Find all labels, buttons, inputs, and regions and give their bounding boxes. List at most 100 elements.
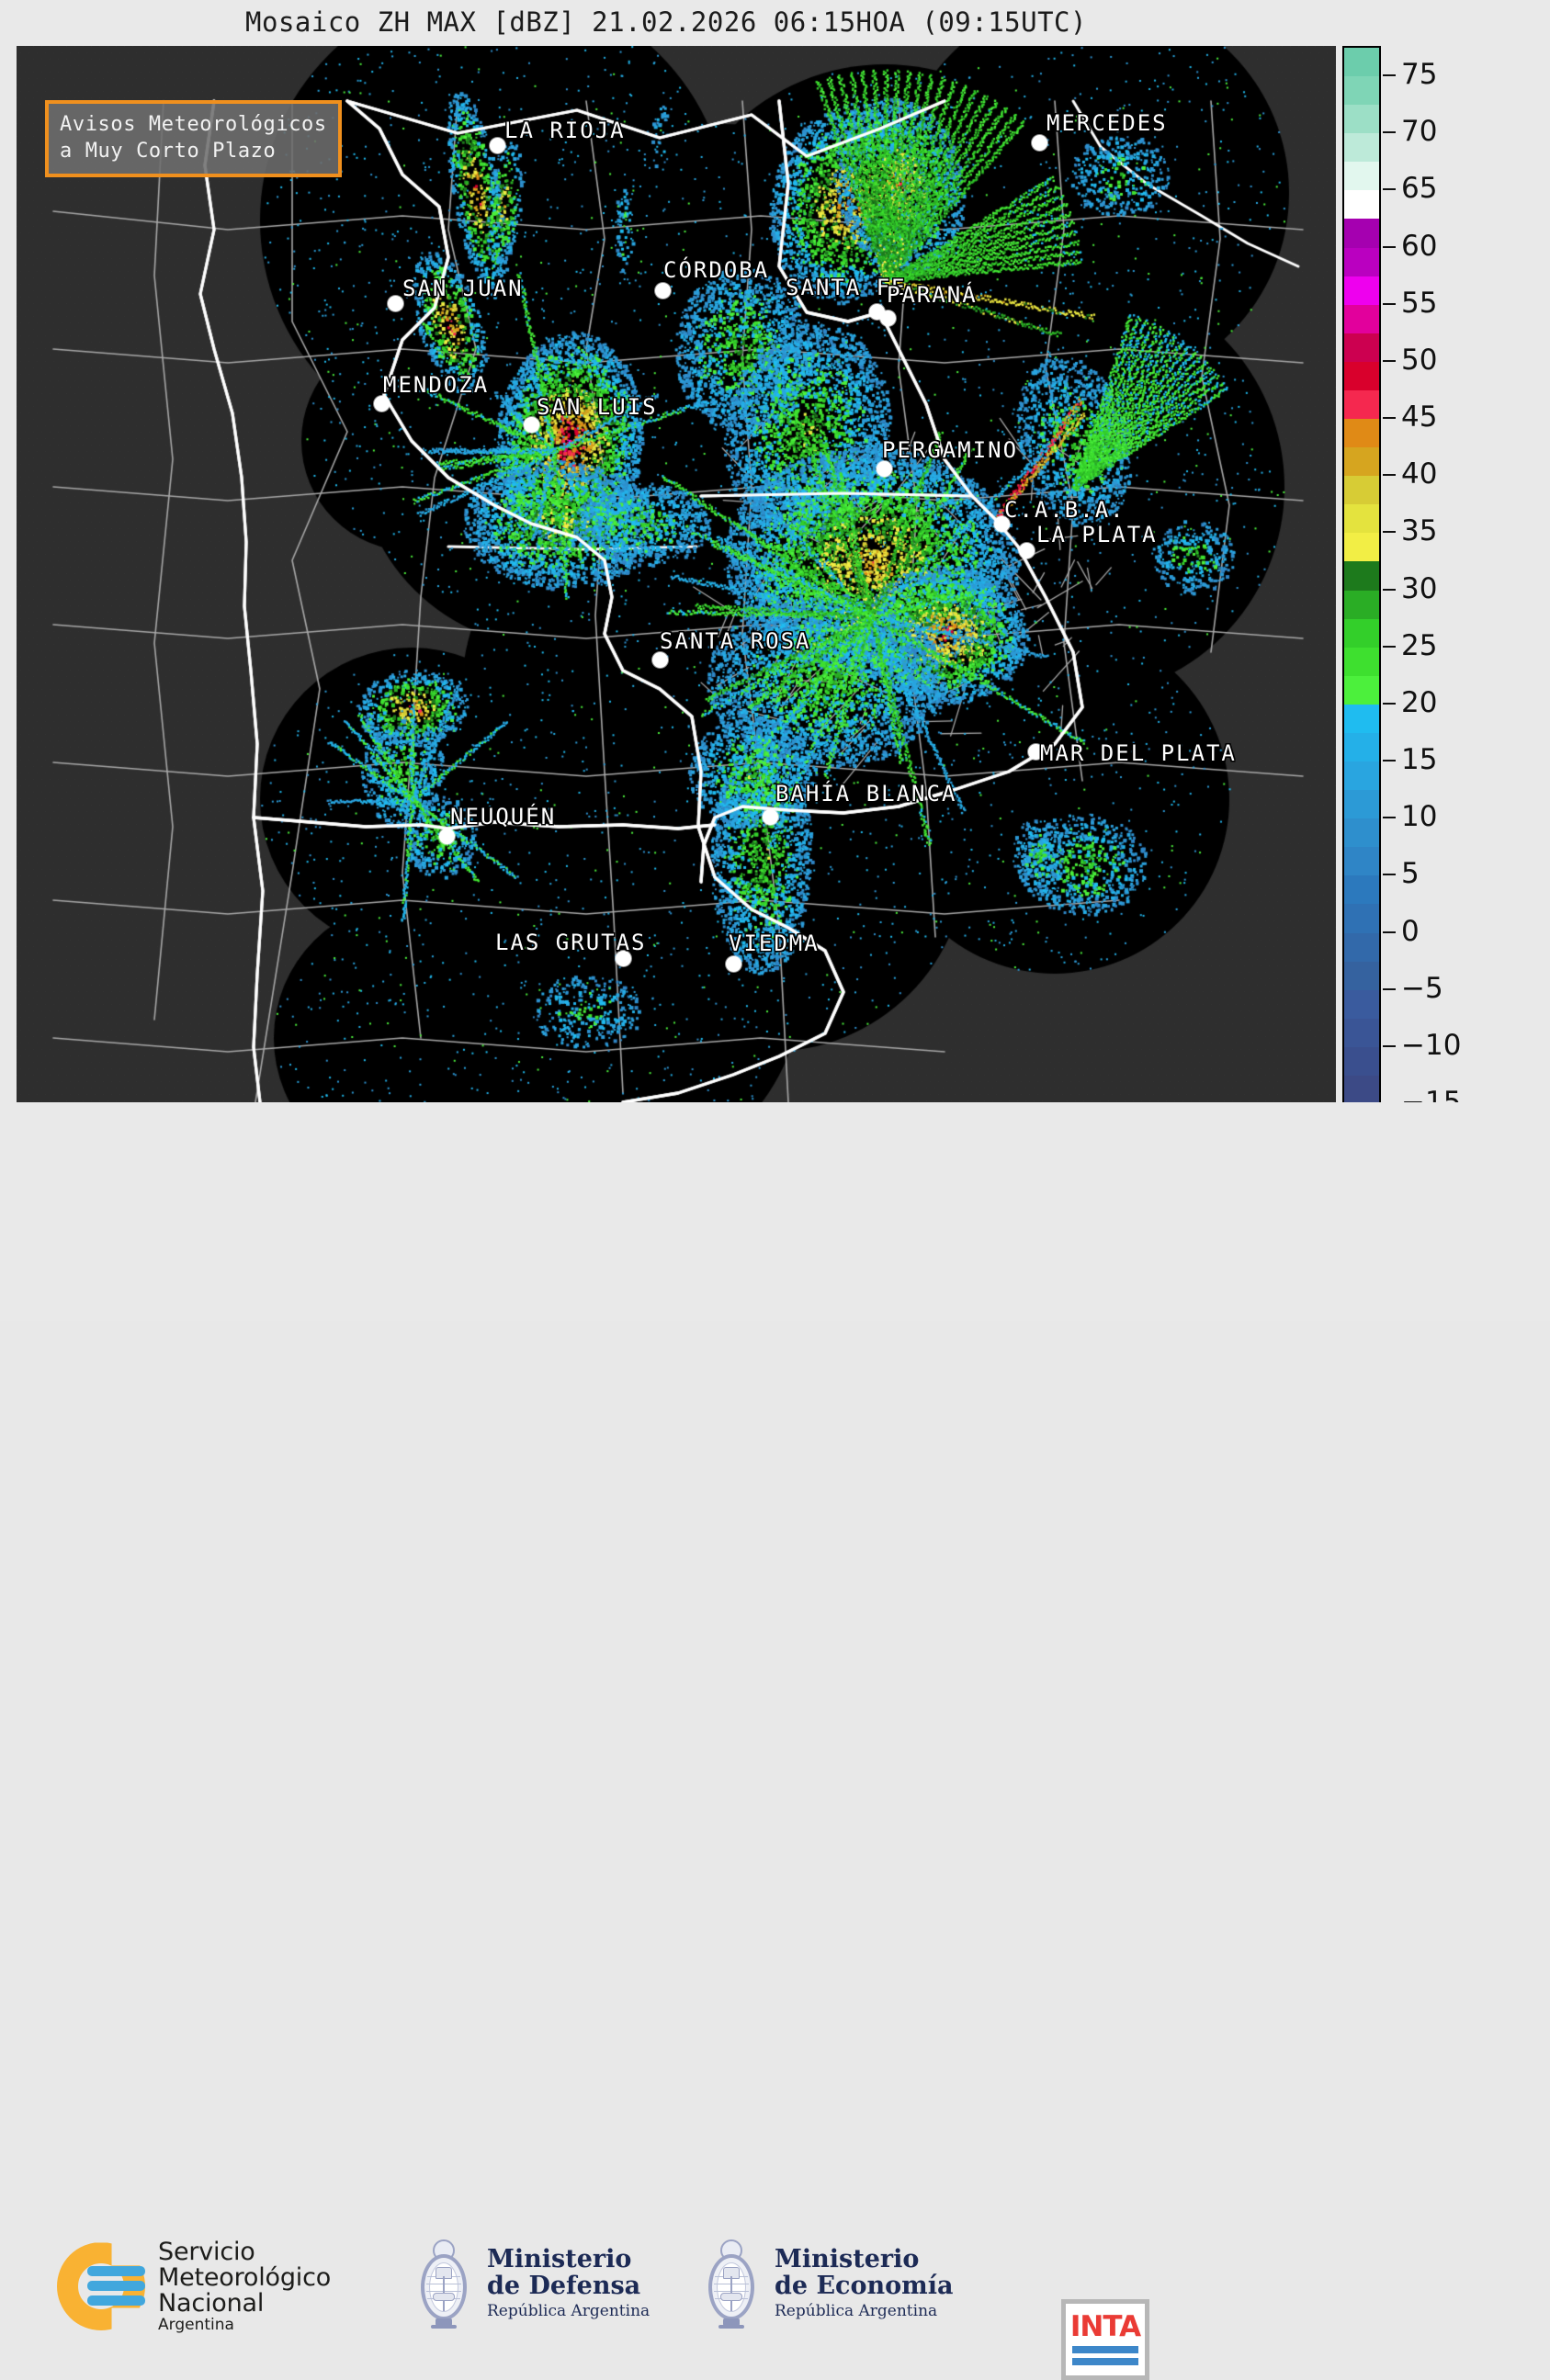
colorbar-tick: [1383, 702, 1396, 705]
logo-ministerio-de-defensa: Ministerio de Defensa República Argentin…: [415, 2234, 650, 2331]
colorbar-segment: [1344, 389, 1379, 420]
colorbar-tick-label: 10: [1401, 800, 1438, 834]
city-dot-icon: [374, 396, 390, 412]
logo-ministerio-de-economia: Ministerio de Economía República Argenti…: [703, 2234, 953, 2331]
city-dot-icon: [877, 461, 892, 477]
colorbar-segment: [1344, 276, 1379, 305]
colorbar-tick-label: 40: [1401, 457, 1438, 491]
colorbar-segment: [1344, 1046, 1379, 1076]
colorbar-tick-label: 5: [1401, 857, 1420, 891]
city-dot-icon: [524, 417, 539, 433]
city-label: MENDOZA: [383, 372, 490, 398]
city-dot-icon: [726, 956, 741, 972]
city-dot-icon: [655, 283, 671, 299]
colorbar-tick-label: 0: [1401, 914, 1420, 948]
colorbar-segment: [1344, 989, 1379, 1019]
colorbar-segment: [1344, 219, 1379, 248]
colorbar-segment: [1344, 932, 1379, 962]
smn-line-4: Argentina: [158, 2316, 234, 2335]
colorbar-tick-label: 50: [1401, 343, 1438, 377]
colorbar-tick: [1383, 131, 1396, 134]
page-title: Mosaico ZH MAX [dBZ] 21.02.2026 06:15HOA…: [245, 6, 1087, 38]
logo-servicio-meteorologico-nacional: Servicio Meteorológico Nacional Argentin…: [57, 2239, 331, 2334]
colorbar-tick: [1383, 302, 1396, 305]
colorbar-tick-label: 45: [1401, 400, 1438, 434]
colorbar-segment: [1344, 875, 1379, 905]
city-label: NEUQUÉN: [450, 804, 557, 829]
colorbar-tick: [1383, 188, 1396, 191]
colorbar-segment: [1344, 647, 1379, 676]
colorbar-tick-label: −5: [1401, 971, 1443, 1005]
colorbar-segment: [1344, 704, 1379, 733]
inta-bar-1: [1072, 2345, 1138, 2353]
economia-line-2: de Economía: [775, 2271, 954, 2300]
colorbar-tick-label: 75: [1401, 58, 1438, 92]
city-label: LA RIOJA: [504, 118, 626, 143]
colorbar-segment: [1344, 476, 1379, 505]
colorbar-segment: [1344, 48, 1379, 77]
colorbar-tick: [1383, 588, 1396, 591]
defensa-line-1: Ministerio: [487, 2244, 632, 2273]
city-dot-icon: [763, 809, 778, 825]
city-label: C.A.B.A.: [1004, 497, 1126, 523]
colorbar-tick-label: 65: [1401, 172, 1438, 206]
radar-map[interactable]: LA RIOJA MERCEDES SAN JUAN CÓRDOBA SANTA FE P…: [17, 46, 1336, 1102]
colorbar-tick-label: 20: [1401, 685, 1438, 719]
argentina-coat-of-arms-icon: [703, 2234, 760, 2331]
logo-inta: INTA: [1061, 2299, 1149, 2380]
city-label: PARANÁ: [887, 282, 978, 308]
nowcast-warning-box[interactable]: Avisos Meteorológicos a Muy Corto Plazo: [45, 100, 342, 178]
warning-line-1: Avisos Meteorológicos: [60, 113, 327, 136]
footer-logos: Servicio Meteorológico Nacional Argentin…: [0, 1102, 1550, 2380]
colorbar-tick-label: 70: [1401, 115, 1438, 149]
economia-line-1: Ministerio: [775, 2244, 920, 2273]
colorbar-segment: [1344, 304, 1379, 333]
colorbar-tick: [1383, 645, 1396, 648]
colorbar-segment: [1344, 162, 1379, 191]
argentina-coat-of-arms-icon: [415, 2234, 472, 2331]
city-label: CÓRDOBA: [663, 257, 770, 283]
city-label: MERCEDES: [1047, 110, 1168, 136]
colorbar-tick: [1383, 817, 1396, 819]
colorbar-segment: [1344, 961, 1379, 990]
colorbar-segment: [1344, 904, 1379, 933]
smn-line-1: Servicio: [158, 2238, 255, 2266]
colorbar-segment: [1344, 504, 1379, 534]
defensa-line-3: República Argentina: [487, 2301, 651, 2320]
colorbar-tick-label: −10: [1401, 1028, 1462, 1062]
city-dot-icon: [1019, 543, 1035, 558]
colorbar-tick: [1383, 874, 1396, 876]
city-label: PERGAMINO: [882, 437, 1019, 463]
colorbar-segment: [1344, 847, 1379, 876]
colorbar-segment: [1344, 533, 1379, 562]
city-label: VIEDMA: [729, 931, 820, 956]
colorbar-segment: [1344, 333, 1379, 362]
colorbar-tick: [1383, 931, 1396, 933]
warning-line-2: a Muy Corto Plazo: [60, 140, 277, 164]
city-label: MAR DEL PLATA: [1040, 740, 1237, 766]
city-label: SAN LUIS: [537, 394, 658, 420]
colorbar-tick: [1383, 74, 1396, 77]
inta-wordmark: INTA: [1069, 2310, 1141, 2344]
economia-line-3: República Argentina: [775, 2301, 938, 2320]
colorbar-segment: [1344, 133, 1379, 163]
colorbar-segment: [1344, 675, 1379, 705]
city-label: SANTA FE: [786, 275, 907, 300]
colorbar-tick: [1383, 531, 1396, 534]
colorbar-tick: [1383, 359, 1396, 362]
city-dot-icon: [1028, 744, 1044, 760]
colorbar-tick: [1383, 474, 1396, 477]
inta-bar-2: [1072, 2357, 1138, 2365]
city-dot-icon: [388, 296, 403, 311]
city-dot-icon: [652, 652, 668, 668]
colorbar-tick-label: 35: [1401, 514, 1438, 548]
colorbar-segment: [1344, 790, 1379, 819]
colorbar-tick-label: 15: [1401, 743, 1438, 777]
city-dot-icon: [490, 138, 505, 153]
colorbar-segment: [1344, 447, 1379, 477]
city-label: BAHÍA BLANCA: [775, 781, 957, 806]
city-label: SANTA ROSA: [660, 628, 811, 654]
colorbar-segment: [1344, 247, 1379, 276]
colorbar-segment: [1344, 419, 1379, 448]
